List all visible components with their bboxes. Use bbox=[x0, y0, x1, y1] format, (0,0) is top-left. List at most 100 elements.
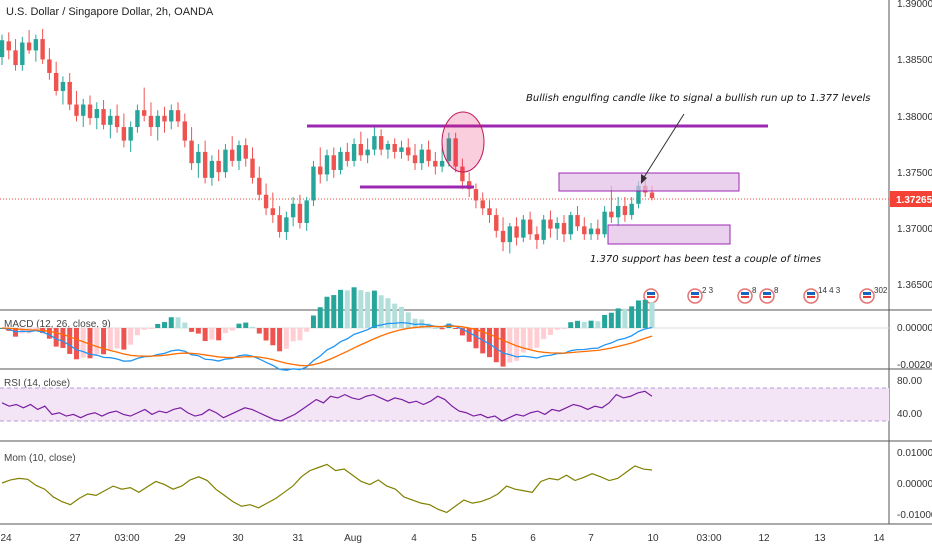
macd-histogram-bar bbox=[324, 296, 330, 328]
event-count: 8 bbox=[752, 286, 757, 295]
candle-body bbox=[351, 144, 357, 161]
time-tick: 29 bbox=[174, 533, 186, 544]
candle-body bbox=[47, 59, 52, 73]
macd-histogram-bar bbox=[87, 328, 93, 359]
time-tick: 5 bbox=[471, 533, 477, 544]
macd-histogram-bar bbox=[514, 328, 520, 361]
candle-body bbox=[155, 115, 160, 128]
macd-histogram-bar bbox=[602, 314, 608, 328]
candle-body bbox=[101, 109, 106, 125]
candle-body bbox=[534, 234, 540, 240]
macd-histogram-bar bbox=[405, 312, 411, 328]
macd-histogram-bar bbox=[547, 328, 553, 335]
candles bbox=[0, 28, 655, 254]
candle-body bbox=[196, 151, 201, 164]
macd-histogram-bar bbox=[351, 287, 357, 328]
macd-pane bbox=[0, 287, 889, 371]
last-price-label: 1.37265 bbox=[896, 195, 932, 206]
macd-histogram-bar bbox=[378, 295, 384, 328]
macd-histogram-bar bbox=[310, 315, 316, 328]
macd-histogram-bar bbox=[60, 328, 66, 348]
candle-body bbox=[202, 151, 208, 178]
candle-body bbox=[175, 110, 181, 122]
time-tick: 03:00 bbox=[114, 533, 139, 544]
event-count: 302 bbox=[874, 286, 888, 295]
candle-body bbox=[365, 149, 370, 156]
event-flag-stripe bbox=[863, 292, 871, 295]
candle-body bbox=[439, 160, 445, 167]
macd-histogram-bar bbox=[182, 322, 188, 328]
macd-histogram-bar bbox=[622, 308, 628, 328]
macd-histogram-bar bbox=[114, 328, 120, 349]
price-tick: 1.38000 bbox=[897, 112, 932, 123]
support-zone-box[interactable] bbox=[607, 224, 731, 245]
candle-body bbox=[412, 155, 418, 164]
time-tick: 13 bbox=[814, 533, 826, 544]
chart-title: U.S. Dollar / Singapore Dollar, 2h, OAND… bbox=[6, 6, 214, 18]
macd-histogram-bar bbox=[121, 328, 127, 350]
macd-histogram-bar bbox=[608, 312, 614, 328]
candle-body bbox=[324, 155, 330, 175]
macd-histogram-bar bbox=[175, 317, 181, 328]
highlight-ellipse[interactable] bbox=[441, 111, 485, 173]
time-axis: 24 27 03:00 29 30 31 Aug 4 5 6 7 10 03:00 12 13 14 bbox=[0, 533, 885, 544]
rsi-pane bbox=[1, 390, 653, 422]
candle-body bbox=[148, 115, 154, 128]
macd-histogram-bar bbox=[358, 290, 364, 328]
candle-body bbox=[561, 222, 567, 235]
arrow-head bbox=[641, 174, 647, 184]
candle-body bbox=[385, 144, 391, 150]
macd-histogram-bar bbox=[398, 306, 404, 328]
macd-histogram-bar bbox=[534, 328, 540, 348]
candle-body bbox=[541, 219, 546, 240]
rsi-label: RSI (14, close) bbox=[4, 378, 70, 389]
candle-body bbox=[216, 160, 221, 173]
candle-body bbox=[94, 109, 99, 119]
candle-body bbox=[568, 215, 573, 235]
candle-body bbox=[236, 145, 242, 161]
annotation-arrow bbox=[640, 113, 685, 183]
time-tick: 6 bbox=[530, 533, 536, 544]
candle-body bbox=[399, 147, 404, 152]
candle-body bbox=[135, 110, 140, 128]
macd-histogram-bar bbox=[541, 328, 547, 340]
time-tick: 30 bbox=[232, 533, 244, 544]
time-tick: 4 bbox=[411, 533, 417, 544]
macd-histogram-bar bbox=[500, 328, 506, 367]
mom-tick: -0.01000 bbox=[897, 510, 932, 521]
price-axis: 1.39000 1.38500 1.38000 1.37500 1.37000 … bbox=[897, 0, 932, 291]
candle-body bbox=[169, 110, 174, 122]
supply-zone-box[interactable] bbox=[558, 172, 740, 192]
macd-histogram-bar bbox=[195, 328, 201, 334]
macd-histogram-bar bbox=[520, 328, 526, 353]
event-flag-stripe bbox=[647, 292, 655, 295]
candle-body bbox=[182, 121, 188, 141]
candle-body bbox=[426, 149, 431, 161]
macd-histogram-bar bbox=[250, 326, 256, 328]
candle-body bbox=[60, 81, 66, 91]
candle-body bbox=[40, 39, 45, 60]
event-count: 8 bbox=[774, 286, 779, 295]
candle-body bbox=[53, 72, 59, 91]
time-tick: 24 bbox=[0, 533, 12, 544]
macd-histogram-bar bbox=[432, 327, 438, 329]
candle-body bbox=[629, 203, 634, 216]
event-badges[interactable]: 2 3 8 8 14 4 3 302 bbox=[643, 286, 888, 304]
macd-histogram-bar bbox=[134, 328, 140, 336]
candle-body bbox=[466, 181, 472, 190]
macd-tick: -0.00200 bbox=[897, 360, 932, 371]
candle-body bbox=[514, 226, 519, 238]
candle-body bbox=[636, 185, 641, 204]
candle-body bbox=[74, 104, 79, 116]
macd-histogram-bar bbox=[459, 328, 465, 336]
candle-body bbox=[548, 219, 553, 229]
macd-label: MACD (12, 26, close, 9) bbox=[4, 319, 111, 330]
event-flag-stripe bbox=[763, 296, 771, 298]
candle-body bbox=[318, 166, 323, 175]
time-tick: 27 bbox=[69, 533, 81, 544]
macd-histogram-bar bbox=[649, 302, 655, 328]
candle-body bbox=[419, 149, 424, 164]
macd-histogram-bar bbox=[229, 328, 235, 331]
event-count: 14 4 3 bbox=[818, 286, 841, 295]
